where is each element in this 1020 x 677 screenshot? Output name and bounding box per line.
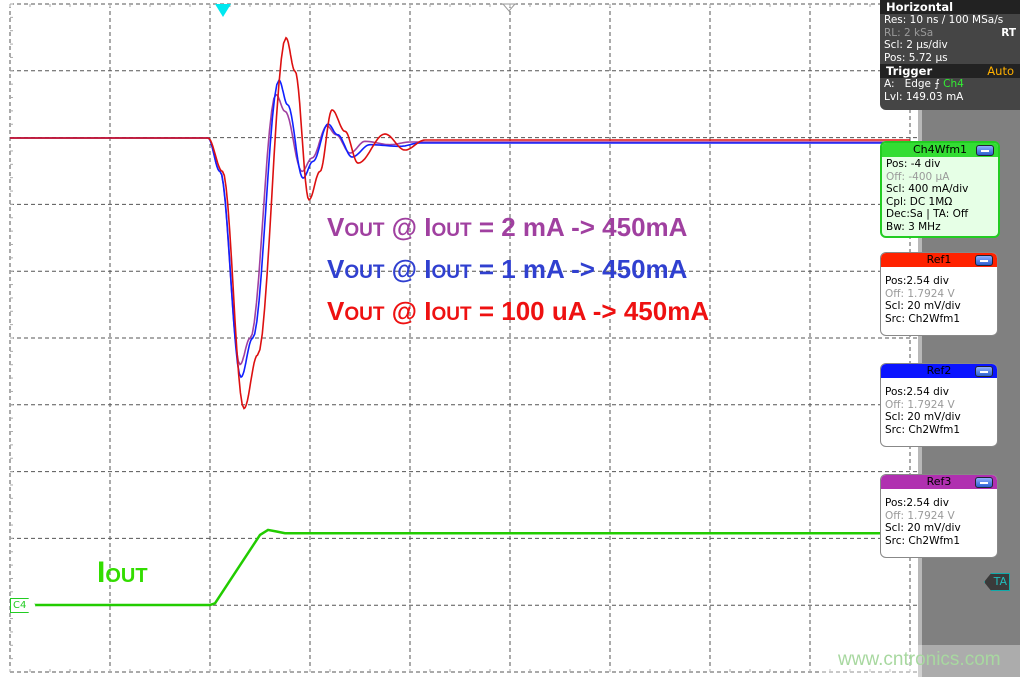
panel-divider — [918, 0, 923, 677]
traces — [10, 36, 910, 607]
watermark: www.cntronics.com — [820, 645, 1020, 677]
horizontal-trigger-panel[interactable]: Horizontal Res: 10 ns / 100 MSa/s RL: 2 … — [880, 0, 1020, 110]
minimize-icon[interactable] — [975, 366, 993, 377]
trigger-level-row: Lvl: 149.03 mA — [884, 90, 964, 103]
side-panel-background — [922, 0, 1020, 677]
pos-row: Pos: 5.72 µs — [884, 51, 948, 64]
rising-edge-icon: ⨍ — [934, 78, 940, 91]
trigger-position-marker[interactable] — [215, 4, 231, 17]
legend-100ua: VOUT @ IOUT = 100 uA -> 450mA — [327, 296, 710, 326]
reference-marker — [501, 3, 517, 12]
ref3-header: Ref3 — [881, 475, 997, 489]
ch4-header: Ch4Wfm1 — [882, 143, 998, 157]
trigger-header: Trigger Auto — [880, 64, 1020, 79]
iout-label: IOUT — [97, 556, 148, 589]
trace-iout — [10, 528, 910, 607]
trigger-mode: Auto — [987, 64, 1014, 79]
ref2-header: Ref2 — [881, 364, 997, 378]
minimize-icon[interactable] — [975, 255, 993, 266]
ref1-info-box[interactable]: Ref1 Pos:2.54 div Off: 1.7924 V Scl: 20 … — [880, 252, 998, 337]
rl-row: RL: 2 kSa RT — [884, 26, 1016, 39]
trigger-a-row: A: Edge ⨍ Ch4 — [884, 78, 964, 91]
scl-row: Scl: 2 µs/div — [884, 39, 948, 52]
graticule — [9, 3, 1011, 673]
legend-2ma: VOUT @ IOUT = 2 mA -> 450mA — [327, 212, 688, 242]
minimize-icon[interactable] — [975, 477, 993, 488]
ref3-info-box[interactable]: Ref3 Pos:2.54 div Off: 1.7924 V Scl: 20 … — [880, 474, 998, 559]
trigger-level-marker[interactable]: TA — [984, 573, 1010, 591]
minimize-icon[interactable] — [976, 145, 994, 156]
horizontal-header: Horizontal — [880, 0, 1020, 14]
ch4-ground-marker[interactable]: C4 — [10, 598, 36, 613]
legend-1ma: VOUT @ IOUT = 1 mA -> 450mA — [327, 254, 688, 284]
ref2-info-box[interactable]: Ref2 Pos:2.54 div Off: 1.7924 V Scl: 20 … — [880, 363, 998, 448]
ref1-header: Ref1 — [881, 253, 997, 267]
res-row: Res: 10 ns / 100 MSa/s — [884, 14, 1004, 26]
ch4-info-box[interactable]: Ch4Wfm1 Pos: -4 div Off: -400 µA Scl: 40… — [880, 141, 1000, 238]
trace-vout-iout-1-ma-450ma — [10, 79, 910, 379]
trace-vout-iout-100-ua-450ma — [10, 36, 910, 410]
